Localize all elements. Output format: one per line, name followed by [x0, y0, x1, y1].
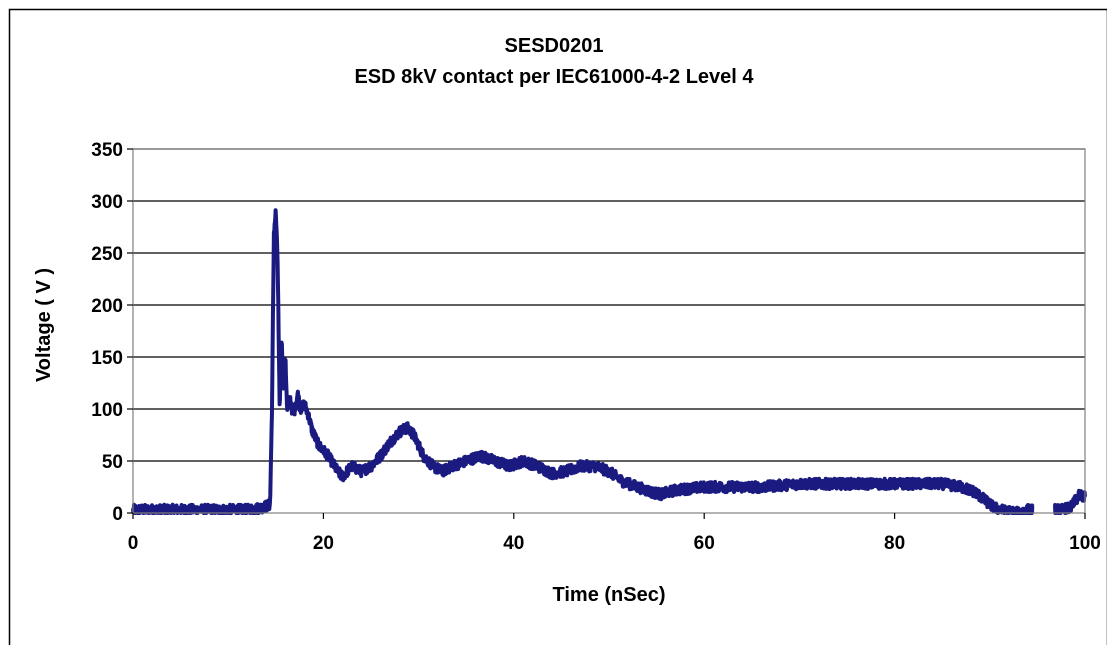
- y-axis-label: Voltage ( V ): [33, 268, 55, 382]
- tick-marks: [127, 148, 1086, 519]
- y-tick-label: 300: [91, 192, 123, 213]
- x-tick-label: 80: [884, 533, 905, 554]
- y-tick-label: 100: [91, 400, 123, 421]
- y-tick-label: 0: [112, 504, 123, 525]
- y-tick-label: 150: [91, 348, 123, 369]
- chart-frame: [8, 8, 1107, 645]
- y-tick-label: 200: [91, 296, 123, 317]
- plot-area: [132, 148, 1086, 514]
- series-layer: [131, 208, 1087, 515]
- x-axis-label: Time (nSec): [553, 584, 666, 606]
- y-tick-labels: 0 50 100 150 200 250 300 350: [91, 140, 123, 525]
- chart-subtitle: ESD 8kV contact per IEC61000-4-2 Level 4: [354, 66, 754, 88]
- chart-title: SESD0201: [505, 35, 604, 57]
- x-tick-labels: 0 20 40 60 80 100: [128, 533, 1101, 554]
- y-tick-label: 250: [91, 244, 123, 265]
- y-tick-label: 50: [102, 452, 123, 473]
- x-tick-label: 20: [313, 533, 334, 554]
- x-tick-label: 60: [694, 533, 715, 554]
- x-tick-label: 40: [503, 533, 524, 554]
- y-tick-label: 350: [91, 140, 123, 161]
- x-tick-label: 100: [1069, 533, 1101, 554]
- series-line: [131, 208, 1087, 515]
- x-tick-label: 0: [128, 533, 139, 554]
